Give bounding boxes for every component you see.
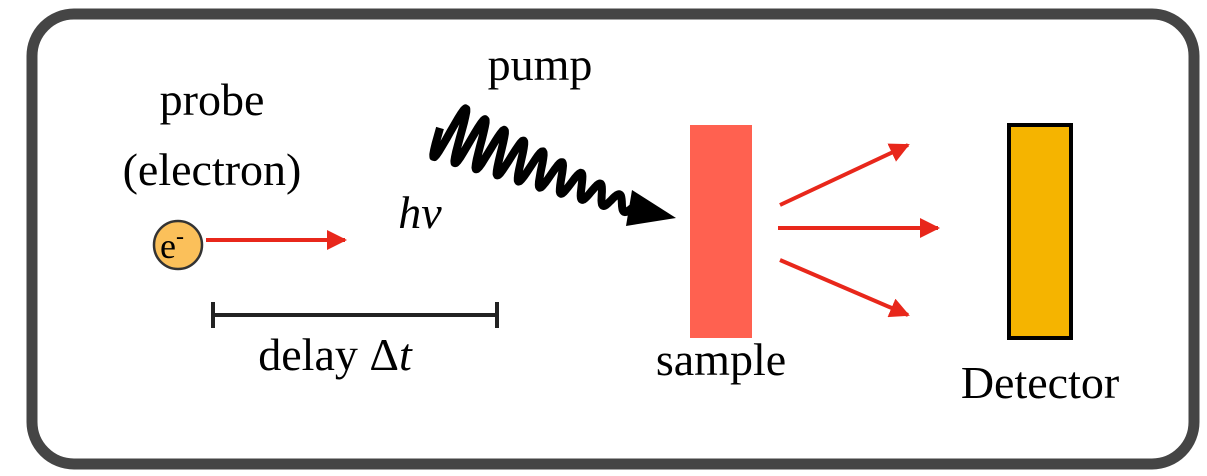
particle: e [160, 226, 176, 266]
sample-label: sample [656, 334, 786, 385]
scatter-arrow [779, 258, 910, 318]
electron [152, 219, 204, 271]
photon-label: hν [398, 187, 442, 238]
sample [690, 125, 752, 338]
scatter-arrow [779, 143, 910, 207]
pump-arrowhead [626, 190, 676, 226]
pump-title: pump [488, 39, 593, 90]
delay-text: delay Δ [258, 329, 399, 380]
probe-subtitle: (electron) [123, 144, 302, 195]
probe-title: probe [160, 74, 265, 125]
detector [1007, 123, 1073, 340]
delay-variable: t [399, 329, 413, 380]
delay-label: delay Δt [258, 329, 413, 380]
electron-label: e- [160, 224, 184, 266]
detector-label: Detector [961, 357, 1119, 408]
frame [26, 8, 1200, 470]
charge: - [176, 224, 184, 250]
pump-wave [429, 104, 635, 217]
